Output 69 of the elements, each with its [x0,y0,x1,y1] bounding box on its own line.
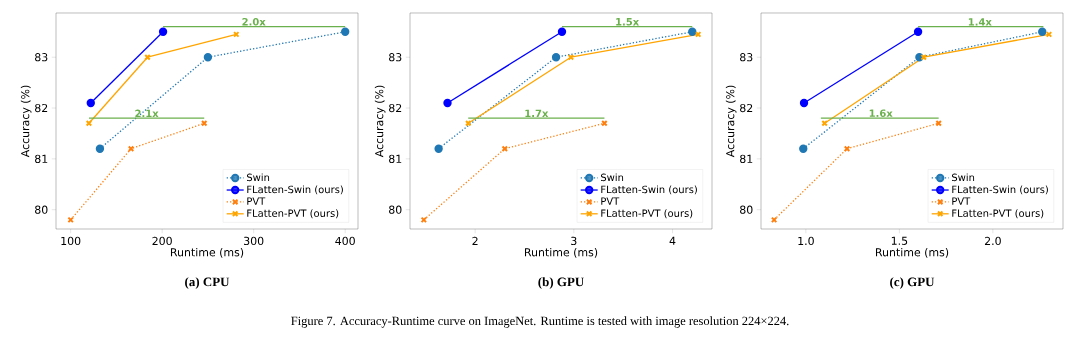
legend-label: Swin [601,173,624,182]
point [551,53,561,62]
annotation: 1.7x [525,109,549,117]
x-tick-label: 300 [244,236,264,246]
annotation: 1.6x [869,109,893,117]
x-tick-label: 400 [335,236,355,246]
point [688,27,697,36]
point [799,144,808,153]
x-tick-label: 1.5 [891,236,908,245]
x-tick-label: 200 [152,236,172,246]
y-tick-label: 82 [389,103,402,113]
x-tick-label: 4 [669,236,676,245]
annotation: 1.4x [968,18,992,26]
point [443,98,452,108]
y-tick-label: 81 [35,154,48,164]
y-axis-title: Accuracy (%) [725,85,737,158]
y-tick-label: 81 [740,154,753,164]
x-tick-label: 2 [472,236,478,245]
text: (a) CPU [185,277,230,289]
point [434,144,443,153]
legend-label: FLatten-PVT (ours) [601,209,693,219]
point [1038,27,1047,36]
legend-label: PVT [247,197,266,205]
legend-label: PVT [952,197,971,205]
legend-label: FLatten-PVT (ours) [247,209,339,219]
annotation: 2.0x [242,17,266,26]
legend-label: FLatten-Swin (ours) [247,185,343,195]
point [843,145,851,152]
legend-label: Swin [952,173,975,182]
x-tick-label: 100 [61,236,81,246]
point [420,216,428,224]
y-axis-title: Accuracy (%) [374,85,386,158]
point [770,216,778,224]
legend-label: FLatten-Swin (ours) [952,185,1048,195]
y-tick-label: 82 [740,103,753,113]
point [567,53,575,61]
x-tick-label: 3 [571,236,577,246]
annotation: 1.5x [616,18,640,26]
point [341,27,350,36]
y-axis-title: Accuracy (%) [20,85,32,158]
point [203,53,213,62]
point [95,144,105,153]
point [913,27,923,36]
point [557,27,567,36]
x-tick-label: 2.0 [984,236,1001,246]
y-tick-label: 80 [740,205,753,214]
text: (c) GPU [890,277,935,289]
y-tick-label: 83 [389,53,402,62]
point [158,27,168,36]
x-axis-title: Runtime (ms) [524,247,598,258]
legend-label: FLatten-PVT (ours) [952,209,1044,219]
legend-label: PVT [601,197,620,205]
y-tick-label: 82 [35,103,48,113]
point [86,98,95,108]
caption: Figure 7. Accuracy-Runtime curve on ImageNet. Runtime is tested with image resolution 224×224. [291,316,789,328]
y-tick-label: 80 [389,205,402,214]
text: (b) GPU [538,277,584,289]
y-tick-label: 80 [35,205,48,214]
x-tick-label: 1.0 [798,236,814,246]
point [799,98,809,108]
annotation: 2.1x [135,109,159,117]
y-tick-label: 83 [740,53,753,62]
x-axis-title: Runtime (ms) [875,247,949,258]
legend-label: FLatten-Swin (ours) [601,185,697,195]
y-tick-label: 81 [389,154,402,164]
y-tick-label: 83 [35,53,48,62]
legend-label: Swin [246,173,270,182]
point [127,145,135,152]
x-axis-title: Runtime (ms) [170,247,244,258]
